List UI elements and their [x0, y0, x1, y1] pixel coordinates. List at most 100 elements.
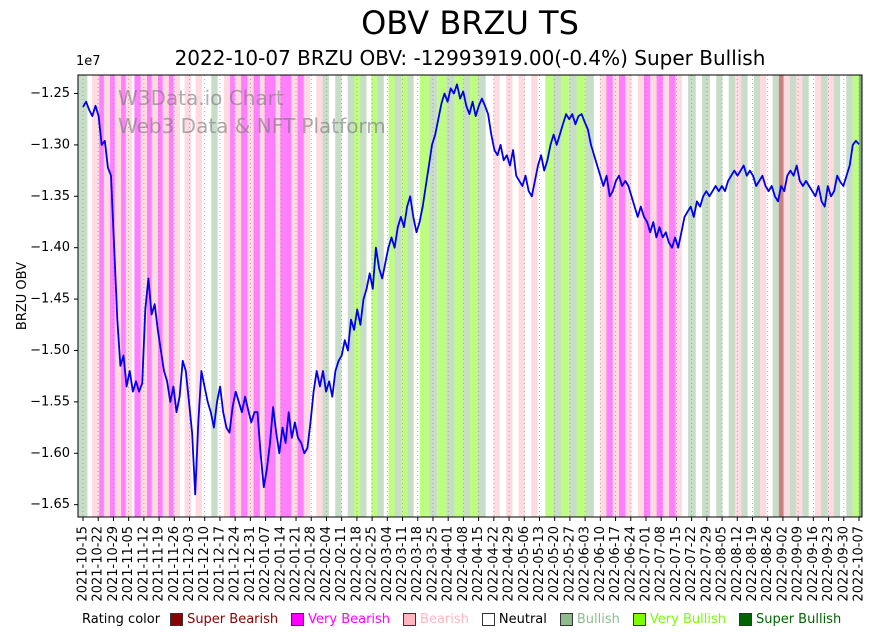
legend-title: Rating color — [82, 612, 161, 627]
x-tick-label: 2021-12-17 — [212, 526, 227, 602]
x-tick-label: 2021-11-12 — [136, 526, 151, 602]
legend-item-label: Very Bearish — [308, 612, 391, 627]
x-tick-label: 2022-04-01 — [441, 526, 456, 602]
rating-band-very_bullish — [419, 75, 430, 517]
rating-band-bullish — [702, 75, 710, 517]
rating-band-very_bullish — [545, 75, 554, 517]
x-tick-label: 2022-08-19 — [745, 526, 760, 602]
rating-band-bullish — [802, 75, 809, 517]
plot-frame — [77, 74, 863, 518]
legend-item-label: Super Bullish — [755, 612, 842, 627]
y-axis-label: BRZU OBV — [15, 261, 30, 331]
x-tick-label: 2022-01-28 — [304, 526, 319, 602]
rating-band-very_bullish — [470, 75, 478, 517]
x-tick-label: 2022-07-08 — [654, 526, 669, 602]
rating-band-bearish — [173, 75, 180, 517]
x-tick-label: 2021-12-10 — [197, 526, 212, 602]
rating-band-bearish — [195, 75, 202, 517]
x-tick-label: 2022-06-17 — [608, 526, 623, 602]
rating-band-very_bullish — [371, 75, 378, 517]
rating-band-bullish — [211, 75, 218, 517]
rating-band-very_bearish — [297, 75, 304, 517]
rating-band-bullish — [833, 75, 841, 517]
x-tick-label: 2022-04-22 — [486, 526, 501, 602]
x-tick-label: 2022-01-21 — [289, 526, 304, 602]
rating-band-bearish — [518, 75, 525, 517]
rating-band-super_bearish — [778, 75, 784, 517]
rating-band-bullish — [322, 75, 329, 517]
x-tick-label: 2022-09-16 — [806, 526, 821, 602]
y-axis-offset-label: 1e7 — [76, 54, 101, 69]
x-tick-label: 2021-11-19 — [152, 526, 167, 602]
rating-band-very_bullish — [852, 75, 859, 517]
y-tick-label: −1.55 — [30, 394, 70, 409]
y-tick-label: −1.35 — [30, 189, 70, 204]
rating-band-very_bearish — [619, 75, 626, 517]
x-tick-label: 2022-04-15 — [471, 526, 486, 602]
x-tick-label: 2021-12-24 — [228, 526, 243, 602]
rating-band-very_bearish — [121, 75, 126, 517]
legend-item: Bearish — [403, 612, 469, 627]
rating-band-bullish — [477, 75, 486, 517]
x-tick-label: 2022-03-25 — [425, 526, 440, 602]
y-tick-label: −1.40 — [30, 240, 70, 255]
x-tick-label: 2022-09-09 — [791, 526, 806, 602]
rating-band-super_bullish — [858, 75, 862, 517]
x-tick-label: 2022-05-06 — [517, 526, 532, 602]
legend-item: Super Bullish — [738, 612, 842, 627]
y-tick-label: −1.60 — [30, 446, 70, 461]
rating-band-bullish — [716, 75, 723, 517]
x-tick-label: 2021-10-22 — [91, 526, 106, 602]
x-tick-label: 2022-06-24 — [623, 526, 638, 602]
rating-band-very_bearish — [99, 75, 104, 517]
rating-band-bullish — [377, 75, 384, 517]
rating-band-very_bearish — [253, 75, 260, 517]
x-tick-label: 2022-04-29 — [502, 526, 517, 602]
rating-band-bearish — [223, 75, 231, 517]
rating-band-bearish — [114, 75, 122, 517]
rating-band-bullish — [821, 75, 828, 517]
legend-item-label: Very Bullish — [649, 612, 726, 627]
rating-band-very_bearish — [280, 75, 292, 517]
rating-band-very_bearish — [606, 75, 613, 517]
y-tick-label: −1.50 — [30, 343, 70, 358]
rating-band-very_bullish — [560, 75, 569, 517]
x-tick-label: 2022-03-04 — [380, 526, 395, 602]
legend-item: Super Bearish — [170, 612, 278, 627]
rating-band-bullish — [741, 75, 748, 517]
legend-swatch — [481, 613, 495, 626]
legend-item-label: Bearish — [420, 612, 469, 627]
x-tick-label: 2022-09-02 — [775, 526, 790, 602]
rating-band-very_bullish — [437, 75, 447, 517]
rating-band-bullish — [789, 75, 797, 517]
legend-swatch — [403, 613, 417, 626]
legend-swatch — [738, 613, 752, 626]
x-tick-label: 2022-01-14 — [273, 526, 288, 602]
y-tick-label: −1.25 — [30, 86, 70, 101]
legend-item: Bullish — [559, 612, 620, 627]
legend-swatch — [291, 613, 305, 626]
x-tick-label: 2022-07-22 — [684, 526, 699, 602]
x-tick-label: 2021-10-29 — [106, 526, 121, 602]
rating-band-very_bearish — [168, 75, 174, 517]
rating-band-very_bearish — [134, 75, 141, 517]
rating-band-bearish — [760, 75, 767, 517]
x-tick-label: 2022-02-18 — [349, 526, 364, 602]
legend-item-label: Neutral — [498, 612, 547, 627]
rating-band-bullish — [586, 75, 594, 517]
legend-swatch — [170, 613, 184, 626]
rating-band-bullish — [568, 75, 577, 517]
legend-item: Very Bullish — [632, 612, 726, 627]
rating-band-bearish — [783, 75, 790, 517]
x-tick-label: 2021-11-26 — [167, 526, 182, 602]
x-tick-label: 2022-05-13 — [532, 526, 547, 602]
rating-band-very_bearish — [669, 75, 676, 517]
rating-band-bearish — [103, 75, 111, 517]
rating-band-bullish — [553, 75, 561, 517]
rating-band-very_bullish — [401, 75, 408, 517]
rating-band-very_bullish — [454, 75, 464, 517]
legend-swatch — [559, 613, 573, 626]
x-tick-label: 2022-04-08 — [456, 526, 471, 602]
